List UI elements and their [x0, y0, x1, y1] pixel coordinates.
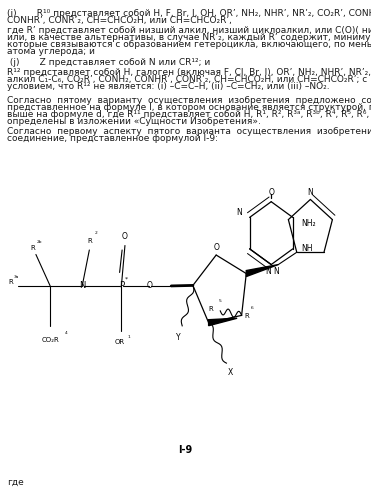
- Text: N: N: [79, 281, 85, 290]
- Text: NH: NH: [301, 245, 312, 253]
- Text: или, в качестве альтернативы, в случае NR’₂, каждый R’ содержит, минимум, один а: или, в качестве альтернативы, в случае N…: [7, 33, 371, 42]
- Polygon shape: [246, 264, 278, 276]
- Text: условием, что R¹² не является: (i) –C=C–H, (ii) –C=CH₂, или (iii) –NO₂.: условием, что R¹² не является: (i) –C=C–…: [7, 82, 329, 91]
- Text: 4: 4: [65, 331, 68, 335]
- Text: 2b: 2b: [37, 240, 42, 245]
- Text: (j)       Z представляет собой N или CR¹²; и: (j) Z представляет собой N или CR¹²; и: [7, 58, 210, 67]
- Text: R: R: [244, 313, 249, 319]
- Text: соединение, представленное формулой I-9:: соединение, представленное формулой I-9:: [7, 134, 218, 143]
- Text: R: R: [87, 238, 92, 244]
- Polygon shape: [209, 318, 237, 326]
- Text: O: O: [268, 188, 274, 197]
- Text: O: O: [213, 243, 219, 251]
- Text: N: N: [308, 188, 313, 197]
- Text: Y: Y: [176, 332, 181, 341]
- Text: *: *: [125, 276, 128, 282]
- Text: NH₂: NH₂: [301, 219, 316, 228]
- Text: (i)       R¹⁰ представляет собой H, F, Br, I, OH, OR’, NH₂, NHR’, NR’₂, CO₂R’, C: (i) R¹⁰ представляет собой H, F, Br, I, …: [7, 9, 371, 18]
- Text: CONHR’, CONR’₂, CH=CHCO₂H, или CH=CHCO₂R’,: CONHR’, CONR’₂, CH=CHCO₂H, или CH=CHCO₂R…: [7, 16, 232, 25]
- Text: 5: 5: [219, 299, 221, 303]
- Text: OR: OR: [115, 339, 125, 345]
- Text: определены в изложении «Сущности Изобретения».: определены в изложении «Сущности Изобрет…: [7, 117, 260, 126]
- Text: атома углерода; и: атома углерода; и: [7, 47, 95, 56]
- Text: алкил C₁-C₆, CO₂R’, CONH₂, CONHR’, CONR’₂, CH=CHCO₂H, или CH=CHCO₂R’; с: алкил C₁-C₆, CO₂R’, CONH₂, CONHR’, CONR’…: [7, 75, 367, 84]
- Text: представленное на формуле I, в котором основание является структурой, представле: представленное на формуле I, в котором о…: [7, 103, 371, 112]
- Text: N: N: [236, 208, 242, 217]
- Text: Согласно  первому  аспекту  пятого  варианта  осуществления  изобретения  предло: Согласно первому аспекту пятого варианта…: [7, 127, 371, 136]
- Text: O: O: [122, 232, 128, 241]
- Text: P: P: [119, 281, 124, 290]
- Text: N: N: [265, 267, 271, 276]
- Text: 2: 2: [95, 231, 98, 236]
- Text: R¹² представляет собой H, галоген (включая F, Cl, Br, I), OR’, NH₂, NHR’, NR’₂, : R¹² представляет собой H, галоген (включ…: [7, 68, 371, 77]
- Text: CO₂R: CO₂R: [41, 337, 59, 343]
- Text: где: где: [7, 478, 23, 487]
- Text: 3a: 3a: [14, 275, 19, 279]
- Text: выше на формуле d, где R¹¹ представляет собой H, R¹, R², R³ᵃ, R³ᵇ, R⁴, R⁵, R⁶, X: выше на формуле d, где R¹¹ представляет …: [7, 110, 371, 119]
- Text: O: O: [147, 281, 153, 290]
- Text: 1: 1: [128, 334, 131, 339]
- Text: Согласно  пятому  варианту  осуществления  изобретения  предложено  соединение,: Согласно пятому варианту осуществления и…: [7, 96, 371, 105]
- Text: 6: 6: [251, 306, 253, 310]
- Text: R: R: [209, 306, 213, 312]
- Text: X: X: [227, 368, 233, 377]
- Text: I-9: I-9: [178, 445, 193, 455]
- Text: R: R: [30, 245, 35, 251]
- Text: где R’ представляет собой низший алкил, низший циклоалкил, или C(O)( низший алки: где R’ представляет собой низший алкил, …: [7, 26, 371, 35]
- Text: которые связываются с образованием гетероцикла, включающего, по меньшей мере два: которые связываются с образованием гетер…: [7, 40, 371, 49]
- Text: R: R: [8, 279, 13, 285]
- Text: N: N: [273, 266, 279, 275]
